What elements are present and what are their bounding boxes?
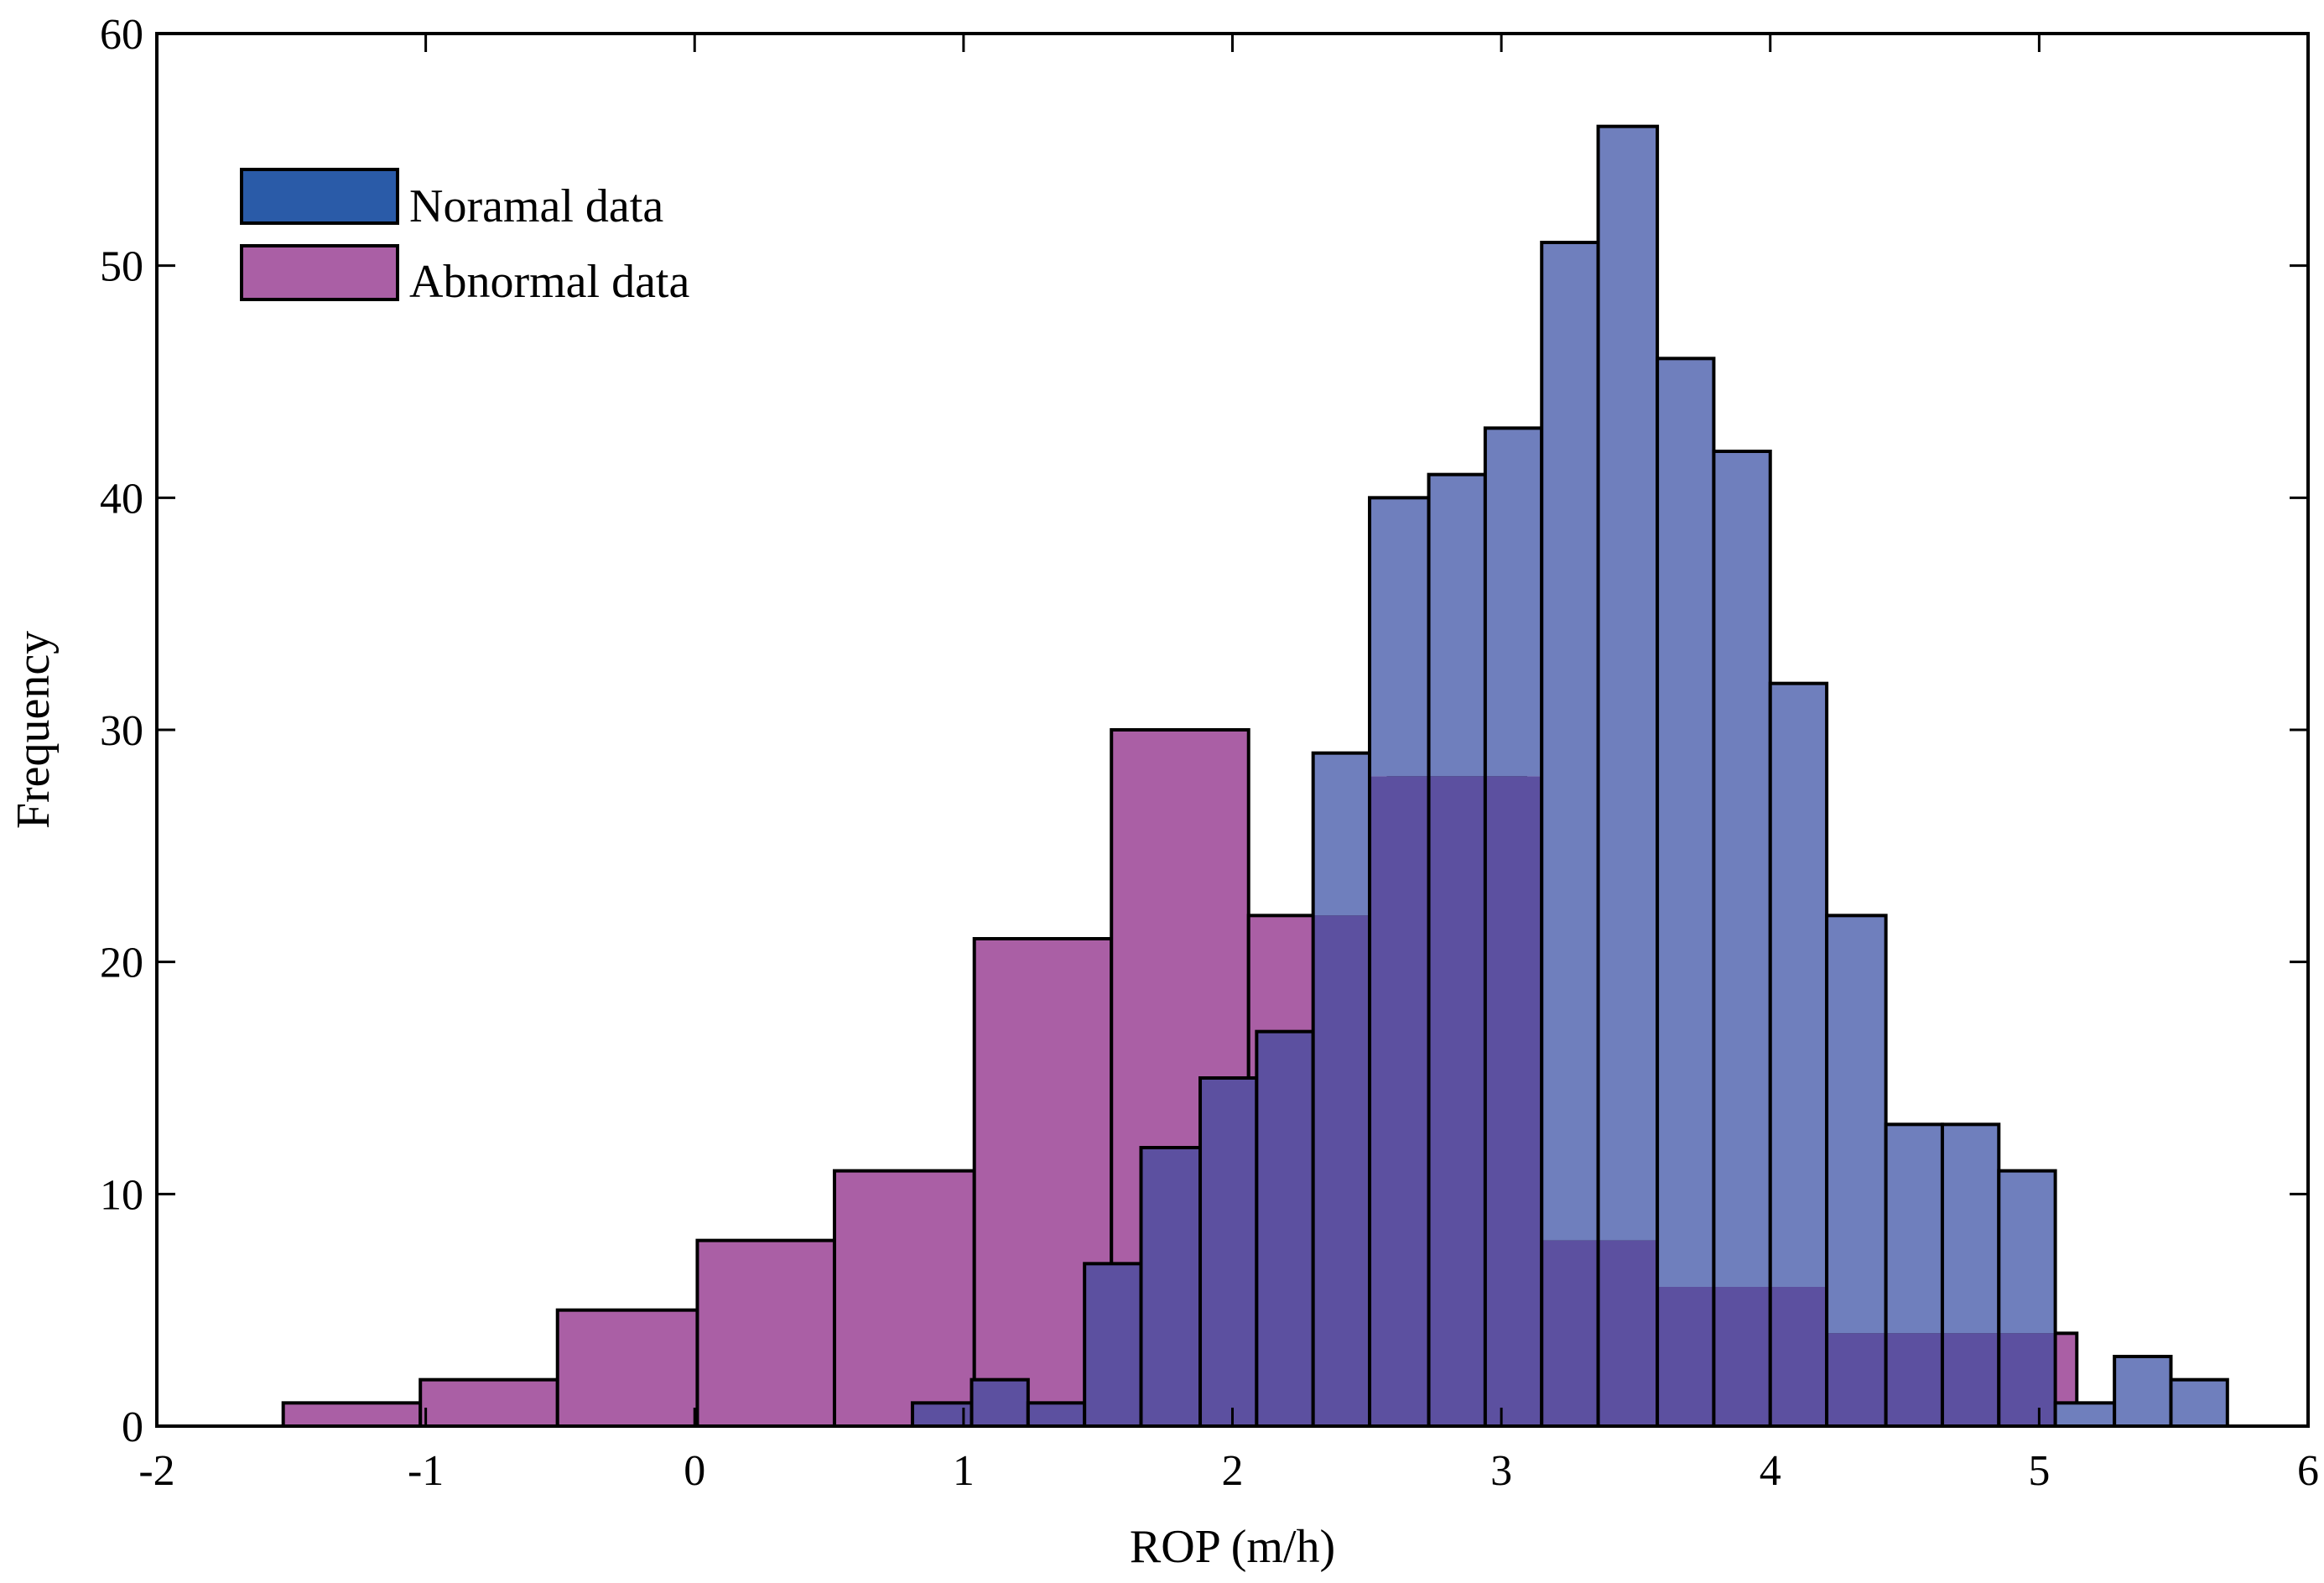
legend: Noramal data Abnormal data [240,168,689,308]
bars-layer [281,124,2229,1429]
x-tick-label-5: 3 [1490,1447,1512,1495]
normal-bar-overlap-15 [1770,1287,1827,1426]
legend-label-abnormal: Abnormal data [409,256,689,308]
normal-bar-overlap-17 [1885,1333,1942,1426]
normal-bar-overlap-14 [1713,1287,1770,1426]
y-axis-title: Frequency [8,631,60,829]
x-tick-label-8: 6 [2297,1447,2319,1495]
normal-bar-overlap-4 [1141,1148,1201,1426]
x-tick-label-4: 2 [1222,1447,1244,1495]
normal-bar-fill-22 [2171,1379,2228,1426]
legend-swatch-abnormal [240,244,399,301]
normal-bar-overlap-6 [1256,1031,1313,1426]
y-tick-label-0: 0 [122,1403,143,1451]
normal-bar-fill-11 [1542,242,1599,1241]
normal-bar-fill-18 [1942,1124,1999,1334]
normal-bar-fill-9 [1428,474,1485,777]
normal-bar-overlap-12 [1598,1240,1658,1426]
normal-bar-overlap-13 [1657,1287,1714,1426]
y-tick-label-4: 40 [100,475,143,523]
legend-label-normal: Noramal data [409,180,663,232]
x-tick-label-7: 5 [2028,1447,2050,1495]
x-axis-tick-labels: -2 -1 0 1 2 3 4 5 6 [138,1447,2319,1495]
normal-bar-fill-20 [2055,1403,2115,1426]
normal-bar-fill-15 [1770,683,1827,1287]
normal-bar-overlap-11 [1542,1240,1599,1426]
abnormal-bar-3 [695,1238,836,1428]
x-tick-label-3: 1 [953,1447,975,1495]
normal-bar-overlap-8 [1370,776,1429,1426]
normal-bar-overlap-3 [1084,1263,1141,1426]
normal-bar-fill-13 [1657,358,1714,1287]
legend-swatch-normal [240,168,399,225]
normal-bar-overlap-1 [971,1379,1028,1426]
axis-ticks [155,32,2310,1428]
abnormal-bar-4 [832,1169,976,1428]
y-tick-label-2: 20 [100,940,143,987]
normal-bar-overlap-5 [1200,1078,1257,1426]
x-tick-label-6: 4 [1760,1447,1781,1495]
x-axis-title: ROP (m/h) [1130,1521,1335,1573]
y-tick-label-1: 10 [100,1171,143,1219]
y-axis-tick-labels: 0 10 20 30 40 50 60 [100,11,143,1451]
y-tick-label-6: 60 [100,11,143,59]
normal-bar-overlap-7 [1313,915,1370,1426]
normal-bar-fill-21 [2114,1356,2171,1426]
normal-bar-fill-16 [1827,915,1886,1334]
x-tick-label-0: -2 [138,1447,174,1495]
normal-bar-fill-10 [1484,428,1542,777]
y-tick-label-3: 30 [100,707,143,755]
normal-bar-fill-7 [1313,752,1370,916]
x-tick-label-1: -1 [408,1447,444,1495]
normal-bar-fill-17 [1885,1124,1942,1334]
normal-bar-overlap-18 [1942,1333,1999,1426]
normal-bar-overlap-2 [1027,1403,1085,1426]
abnormal-bar-2 [555,1308,699,1428]
normal-bar-overlap-19 [1999,1333,2056,1426]
abnormal-bar-0 [281,1401,423,1429]
normal-bar-fill-19 [1999,1170,2056,1334]
x-tick-label-2: 0 [684,1447,705,1495]
normal-bar-overlap-16 [1827,1333,1886,1426]
normal-bar-fill-12 [1598,126,1658,1241]
abnormal-bar-1 [419,1377,559,1428]
normal-bar-overlap-0 [912,1403,972,1426]
normal-bar-fill-14 [1713,451,1770,1287]
normal-bar-fill-8 [1370,497,1429,777]
normal-bar-overlap-10 [1484,776,1542,1426]
y-tick-label-5: 50 [100,243,143,291]
normal-bar-overlap-9 [1428,776,1485,1426]
